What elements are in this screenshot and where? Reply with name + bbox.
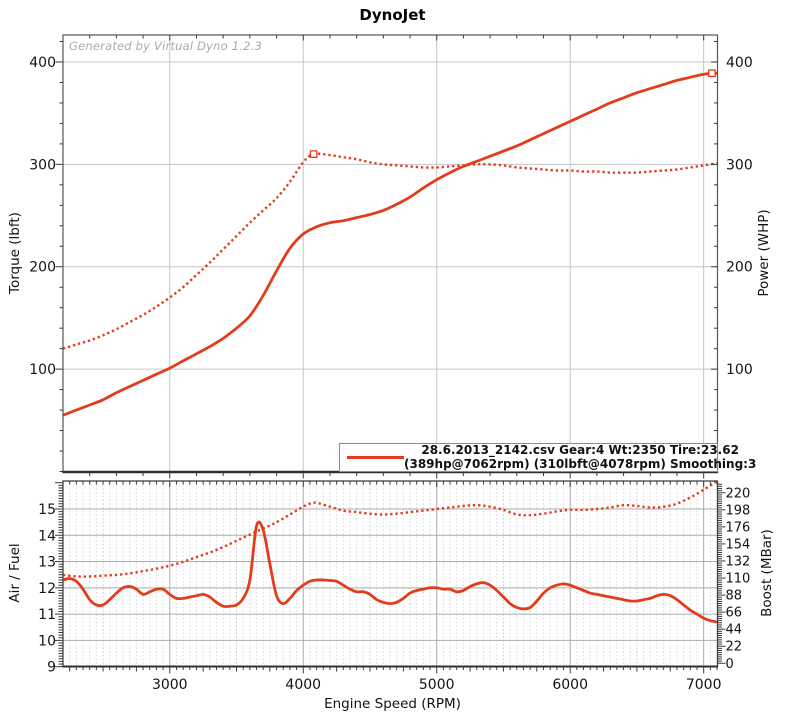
- tick-label: 200: [29, 260, 56, 276]
- tick-label: 154: [726, 537, 751, 552]
- tick-label: 22: [726, 640, 743, 655]
- power-axis-title: Power (WHP): [756, 209, 772, 297]
- bottom-chart-grid: [63, 481, 718, 667]
- tick-label: 4000: [285, 677, 321, 693]
- tick-label: 6000: [552, 677, 588, 693]
- watermark-text: Generated by Virtual Dyno 1.2.3: [69, 39, 263, 53]
- legend-box: 28.6.2013_2142.csv Gear:4 Wt:2350 Tire:2…: [339, 443, 756, 472]
- tick-label: 10: [38, 633, 56, 649]
- legend-line1: 28.6.2013_2142.csv Gear:4 Wt:2350 Tire:2…: [421, 443, 739, 457]
- tick-label: 0: [726, 657, 734, 672]
- tick-label: 132: [726, 554, 751, 569]
- tick-label: 3000: [152, 677, 188, 693]
- tick-label: 200: [726, 260, 753, 276]
- tick-label: 9: [47, 660, 56, 676]
- legend-line2: (389hp@7062rpm) (310lbft@4078rpm) Smooth…: [404, 456, 757, 471]
- torque-axis-title: Torque (lbft): [7, 212, 23, 294]
- tick-label: 176: [726, 520, 751, 535]
- tick-label: 11: [38, 607, 56, 623]
- boost-axis-title: Boost (MBar): [759, 529, 775, 617]
- afr-axis-title: Air / Fuel: [7, 543, 23, 603]
- chart-title: DynoJet: [359, 6, 426, 24]
- rpm-axis-title: Engine Speed (RPM): [324, 696, 461, 712]
- tick-label: 13: [38, 555, 56, 571]
- plot-borders: [62, 34, 719, 668]
- tick-label: 300: [726, 157, 753, 173]
- tick-label: 14: [38, 528, 56, 544]
- axis-ticks: [55, 35, 726, 674]
- torque-peak-marker: [309, 150, 318, 158]
- tick-label: 5000: [419, 677, 455, 693]
- tick-label: 220: [726, 486, 751, 501]
- tick-label: 400: [29, 55, 56, 71]
- power-peak-marker: [708, 69, 716, 78]
- boost-mbar-curve: [63, 481, 718, 578]
- tick-label: 110: [726, 572, 751, 587]
- tick-label: 7000: [686, 677, 722, 693]
- tick-label: 44: [726, 623, 743, 638]
- tick-label: 100: [726, 362, 753, 378]
- air-fuel-curve: [63, 520, 718, 624]
- tick-label: 400: [726, 55, 753, 71]
- tick-label: 300: [29, 157, 56, 173]
- tick-label: 12: [38, 581, 56, 597]
- tick-labels: 100 100 200 200 300 300 400 400 9 10 11 12 13 14 15 0 22…: [29, 55, 752, 693]
- torque-lbft-curve: [63, 152, 718, 350]
- tick-label: 198: [726, 503, 751, 518]
- tick-label: 100: [29, 362, 56, 378]
- legend-line-swatch: [347, 456, 404, 459]
- legend-text: 28.6.2013_2142.csv Gear:4 Wt:2350 Tire:2…: [404, 443, 757, 471]
- tick-label: 15: [38, 502, 56, 518]
- tick-label: 66: [726, 606, 743, 621]
- tick-label: 88: [726, 589, 743, 604]
- power-whp-curve: [63, 71, 718, 417]
